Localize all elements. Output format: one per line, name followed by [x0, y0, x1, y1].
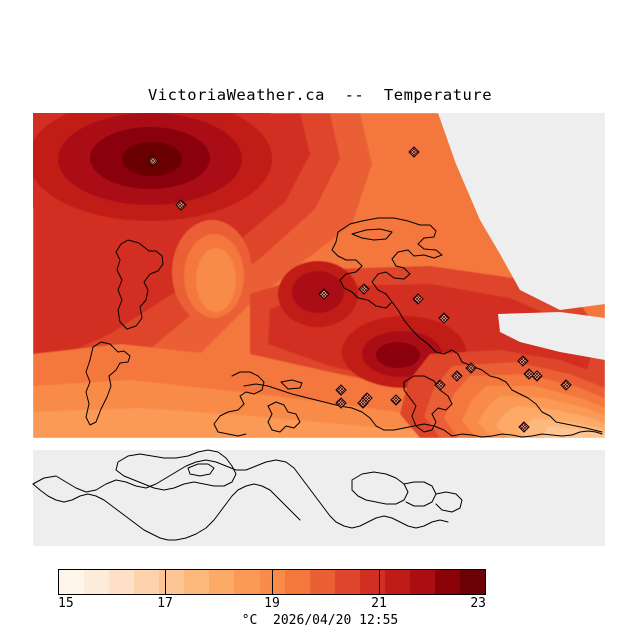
colorbar-tick-label-19: 19: [264, 596, 280, 611]
colorbar-swatch-10: [309, 570, 335, 594]
station-marker-layer[interactable]: [147, 146, 572, 433]
coastline-olympic-west: [32, 483, 177, 541]
coastline-victoria-harbour: [403, 423, 453, 437]
colorbar-swatch-3: [134, 570, 160, 594]
coastline-island-tiny: [280, 379, 303, 390]
temperature-map[interactable]: [0, 104, 640, 554]
station-marker[interactable]: [318, 288, 330, 300]
colorbar-caption: °C 2026/04/20 12:55: [241, 613, 399, 628]
colorbar-swatch-0: [59, 570, 85, 594]
coastline-small-island-north: [115, 239, 164, 330]
station-diamond-icon: [408, 146, 420, 158]
station-diamond-icon: [335, 397, 347, 409]
colorbar-swatch-7: [234, 570, 260, 594]
colorbar-swatch-15: [434, 570, 460, 594]
page-title: VictoriaWeather.ca -- Temperature: [147, 86, 493, 104]
colorbar-swatch-13: [384, 570, 410, 594]
coastline-olympic-island: [187, 463, 215, 477]
station-marker[interactable]: [438, 312, 450, 324]
colorbar-swatch-2: [109, 570, 135, 594]
coastline-whidbey: [351, 471, 409, 505]
colorbar-swatch-11: [334, 570, 360, 594]
station-diamond-icon: [560, 379, 572, 391]
colorbar-swatch-4: [159, 570, 185, 594]
station-diamond-icon: [517, 355, 529, 367]
coastline-island-small-central: [267, 401, 301, 433]
coastline-olympic-north: [32, 459, 449, 529]
colorbar: 15 17 19 21 23 °C 2026/04/20 12:55: [0, 565, 640, 635]
coastline-north-bay: [351, 228, 393, 241]
colorbar-tick-label-23: 23: [470, 596, 486, 611]
coastline-south-saanich: [451, 433, 573, 438]
station-marker[interactable]: [560, 379, 572, 391]
station-diamond-icon: [518, 421, 530, 433]
station-diamond-icon: [335, 384, 347, 396]
station-diamond-icon: [465, 362, 477, 374]
station-marker[interactable]: [517, 355, 529, 367]
station-marker[interactable]: [465, 362, 477, 374]
station-diamond-icon: [451, 370, 463, 382]
colorbar-swatch-14: [409, 570, 435, 594]
station-marker[interactable]: [518, 421, 530, 433]
colorbar-tick-label-15: 15: [58, 596, 74, 611]
colorbar-swatch-12: [359, 570, 385, 594]
station-marker[interactable]: [390, 394, 402, 406]
station-marker[interactable]: [451, 370, 463, 382]
station-diamond-icon: [390, 394, 402, 406]
sea-mask-layer: [0, 104, 640, 554]
station-marker[interactable]: [358, 283, 370, 295]
colorbar-swatch-1: [84, 570, 110, 594]
station-diamond-icon: [147, 155, 159, 167]
coastline-sooke-basin: [213, 371, 265, 437]
station-marker[interactable]: [434, 379, 446, 391]
coastline-layer: [32, 217, 603, 541]
colorbar-tick-label-21: 21: [371, 596, 387, 611]
colorbar-swatch-8: [259, 570, 285, 594]
station-diamond-icon: [412, 293, 424, 305]
station-diamond-icon: [523, 368, 535, 380]
colorbar-tick-labels: 15 17 19 21 23: [0, 596, 640, 612]
station-marker[interactable]: [147, 155, 159, 167]
station-diamond-icon: [357, 397, 369, 409]
station-diamond-icon: [531, 370, 543, 382]
coastline-strait-north-shore: [243, 383, 405, 431]
coastline-olympic-south: [175, 483, 301, 541]
station-marker[interactable]: [531, 370, 543, 382]
station-marker[interactable]: [408, 146, 420, 158]
coastline-northern-peninsula: [331, 217, 443, 309]
coastline-small-island-west: [85, 341, 131, 426]
colorbar-swatch-16: [460, 570, 486, 594]
station-diamond-icon: [358, 283, 370, 295]
map-canvas[interactable]: [0, 104, 640, 554]
station-marker[interactable]: [175, 199, 187, 211]
colorbar-swatch-5: [184, 570, 210, 594]
colorbar-swatch-6: [209, 570, 235, 594]
station-marker[interactable]: [357, 397, 369, 409]
colorbar-swatches[interactable]: [58, 569, 486, 595]
station-diamond-icon: [318, 288, 330, 300]
station-diamond-icon: [175, 199, 187, 211]
colorbar-tick-label-17: 17: [157, 596, 173, 611]
coastline-east-shore: [391, 301, 603, 433]
station-marker[interactable]: [335, 397, 347, 409]
station-diamond-icon: [434, 379, 446, 391]
station-diamond-icon: [438, 312, 450, 324]
coastline-olympic-inlet: [115, 449, 237, 491]
coastline-fidalgo: [435, 491, 463, 513]
station-marker[interactable]: [412, 293, 424, 305]
station-marker[interactable]: [335, 384, 347, 396]
coastline-sidney: [571, 430, 603, 436]
station-marker[interactable]: [523, 368, 535, 380]
coastline-island-saltspring: [403, 375, 453, 433]
colorbar-swatch-9: [284, 570, 310, 594]
